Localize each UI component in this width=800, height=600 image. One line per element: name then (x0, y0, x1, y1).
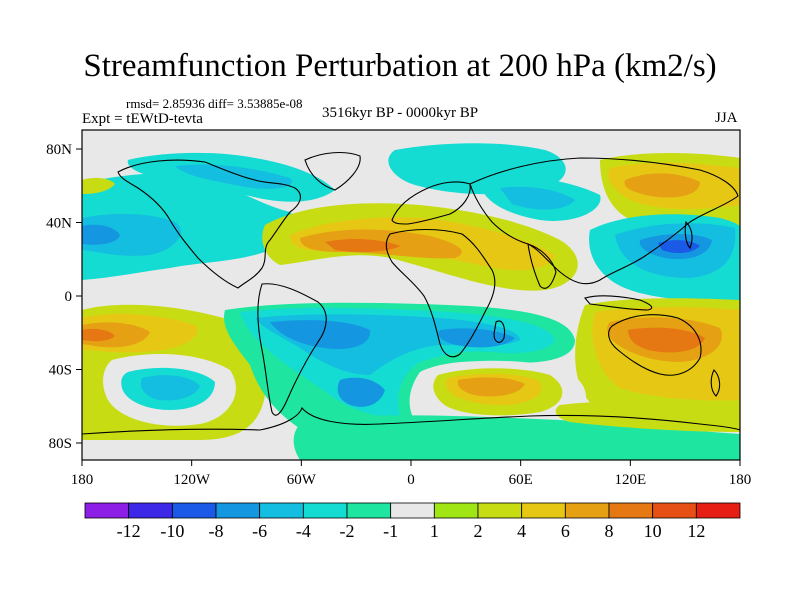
colorbar-label: -2 (340, 521, 355, 541)
field-region (270, 320, 371, 350)
x-tick-label: 60W (287, 472, 317, 488)
field-region (82, 328, 115, 342)
coastline-asia (469, 157, 739, 285)
field-region (438, 328, 515, 348)
coastline-south-america (257, 283, 327, 416)
x-tick-label: 60E (509, 472, 533, 488)
field-region (628, 327, 705, 353)
colorbar-label: 6 (561, 521, 570, 541)
colorbar-label: 4 (517, 521, 526, 541)
colorbar-swatch (433, 502, 479, 519)
colorbar-label: -10 (160, 521, 184, 541)
coastline-greenland (304, 151, 361, 191)
colorbar-label: 12 (687, 521, 705, 541)
coastline-madagascar (493, 320, 506, 343)
colorbar-label: 8 (605, 521, 614, 541)
field-region (82, 224, 120, 245)
colorbar: -12 -10 -8 -6 -4 -2 -1 1 2 4 6 8 10 12 (84, 502, 741, 541)
colorbar-swatch (477, 502, 523, 519)
colorbar-label: -8 (209, 521, 224, 541)
experiment-label: Expt = tEWtD-tevta (82, 111, 203, 127)
x-axis-ticks: 180 120W 60W 0 60E 120E 180 (71, 460, 752, 488)
x-tick-label: 120E (614, 472, 646, 488)
colorbar-label: 10 (644, 521, 662, 541)
coastline-new-zealand (710, 369, 721, 397)
colorbar-swatch (652, 502, 697, 519)
colorbar-swatch (564, 502, 610, 519)
field-region (658, 240, 700, 254)
coastline-north-america (117, 159, 301, 289)
field-region (337, 377, 385, 407)
season-label: JJA (715, 110, 738, 126)
colorbar-swatch (171, 502, 217, 519)
y-tick-label: 40S (49, 363, 72, 379)
colorbar-swatch (302, 502, 348, 519)
colorbar-label: -6 (252, 521, 267, 541)
colorbar-swatch (346, 502, 392, 519)
y-tick-label: 80N (46, 142, 72, 158)
colorbar-swatch (695, 502, 741, 519)
coastlines (82, 151, 740, 435)
x-tick-label: 180 (71, 472, 94, 488)
chart-title: Streamfunction Perturbation at 200 hPa (… (83, 48, 717, 84)
colorbar-swatch (521, 502, 566, 519)
y-tick-label: 0 (65, 289, 73, 305)
colorbar-swatch (128, 502, 173, 519)
field-region (555, 401, 740, 432)
colorbar-swatch (84, 502, 130, 519)
stats-subtitle: rmsd= 2.85936 diff= 3.53885e-08 (126, 96, 303, 111)
field-region (624, 173, 700, 198)
coastline-australia (608, 314, 702, 376)
field-region (325, 239, 400, 253)
colorbar-swatch (259, 502, 304, 519)
y-axis-ticks: 80N 40N 0 40S 80S (46, 142, 82, 452)
streamfunction-field (82, 143, 740, 460)
coastline-africa (385, 229, 496, 358)
coastline-japan (684, 220, 693, 249)
period-label: 3516kyr BP - 0000kyr BP (322, 105, 479, 121)
colorbar-label: 1 (430, 521, 439, 541)
field-region (82, 177, 115, 194)
colorbar-swatch (215, 502, 261, 519)
field-region (140, 375, 200, 401)
field-region (457, 377, 525, 397)
colorbar-label: -1 (383, 521, 398, 541)
y-tick-label: 80S (49, 436, 72, 452)
coastline-europe (391, 181, 471, 225)
colorbar-label: -4 (296, 521, 311, 541)
x-tick-label: 180 (729, 472, 752, 488)
field-region (175, 164, 292, 189)
colorbar-swatch (608, 502, 654, 519)
y-tick-label: 40N (46, 216, 72, 232)
colorbar-label: 2 (474, 521, 483, 541)
colorbar-swatch (390, 502, 435, 519)
colorbar-label: -12 (117, 521, 141, 541)
coastline-india (527, 243, 557, 289)
coastline-indonesia (584, 295, 653, 311)
field-region (82, 213, 181, 256)
x-tick-label: 0 (407, 472, 415, 488)
coastline-antarctica (82, 406, 740, 435)
field-region (500, 186, 575, 210)
x-tick-label: 120W (173, 472, 211, 488)
